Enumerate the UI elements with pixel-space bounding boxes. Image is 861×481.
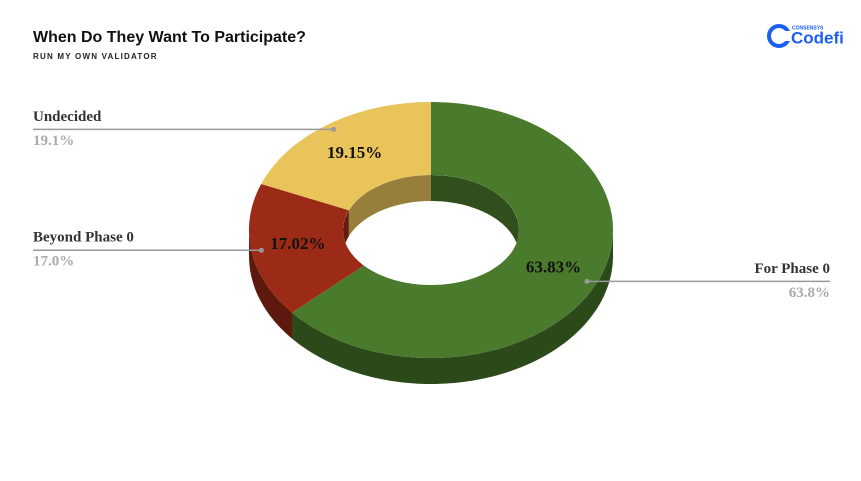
logo: CONSENSYS Codefi xyxy=(767,24,844,48)
slice-side xyxy=(292,230,613,384)
slice-side xyxy=(249,230,292,339)
percent-label: 19.1% xyxy=(33,133,74,149)
slice-inner-side xyxy=(431,175,519,256)
percent-label: 63.8% xyxy=(789,285,830,301)
leader-dot xyxy=(584,278,590,284)
slice xyxy=(249,184,364,313)
leader-dot xyxy=(258,247,264,253)
chart-subtitle: RUN MY OWN VALIDATOR xyxy=(33,52,158,61)
category-label: For Phase 0 xyxy=(754,261,830,277)
category-label: Undecided xyxy=(33,109,102,125)
data-label: 63.83% xyxy=(526,258,581,277)
logo-icon-gap xyxy=(782,31,792,41)
chart-title: When Do They Want To Participate? xyxy=(33,29,306,46)
logo-small: CONSENSYS xyxy=(792,25,824,31)
logo-name: Codefi xyxy=(791,28,844,47)
slice-inner-side xyxy=(348,175,431,237)
leader-dot xyxy=(331,126,337,132)
data-label: 19.15% xyxy=(327,143,382,162)
slice xyxy=(261,102,431,211)
percent-label: 17.0% xyxy=(33,254,74,270)
data-label: 17.02% xyxy=(270,234,325,253)
category-label: Beyond Phase 0 xyxy=(33,230,134,246)
slice xyxy=(292,102,613,358)
